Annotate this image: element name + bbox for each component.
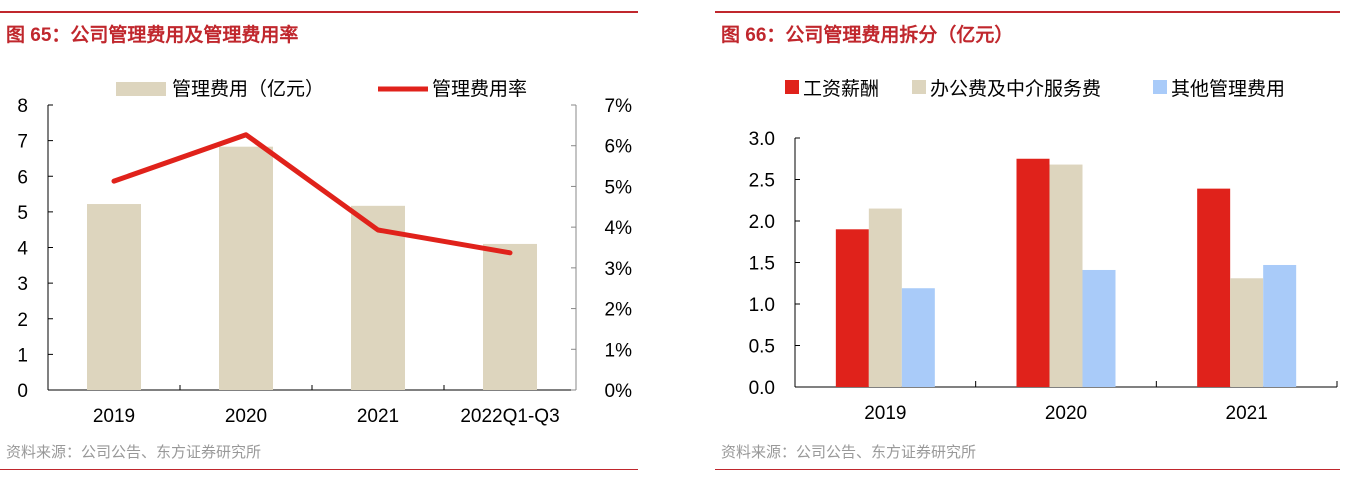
y-tick-label: 5 <box>17 203 28 224</box>
y2-tick-label: 5% <box>605 177 633 198</box>
legend-swatch-bar <box>116 82 166 96</box>
chart-panel-65: 图 65：公司管理费用及管理费用率 0 1 2 3 4 5 6 7 8 0% 1% 2% 3% 4% 5% 6… <box>0 0 638 483</box>
y-tick-label: 1.0 <box>749 295 775 316</box>
chart-66-svg: 0.0 0.5 1.0 1.5 2.0 2.5 3.0 2019 2020 2021 工资薪酬 办公费… <box>749 78 1338 424</box>
y2-tick-label: 1% <box>605 340 633 361</box>
divider-top <box>715 11 1340 13</box>
y-tick-label: 2.5 <box>749 171 775 192</box>
y2-tick-label: 4% <box>605 218 633 239</box>
bar-2020-2 <box>1082 269 1116 387</box>
y-tick-label: 7 <box>17 132 28 153</box>
source-note: 资料来源：公司公告、东方证券研究所 <box>721 444 977 461</box>
x-tick-label: 2020 <box>1045 403 1087 424</box>
y-tick-label: 8 <box>17 96 28 117</box>
x-tick-label: 2021 <box>357 406 399 427</box>
divider-bottom <box>715 469 1340 470</box>
chart-title: 图 66：公司管理费用拆分（亿元） <box>721 25 1014 46</box>
bar-2021-0 <box>1197 188 1231 387</box>
source-note: 资料来源：公司公告、东方证券研究所 <box>6 444 262 461</box>
x-tick-label: 2021 <box>1226 403 1268 424</box>
legend-label: 管理费用（亿元） <box>172 78 324 100</box>
bar-2019-2 <box>901 288 935 387</box>
x-tick-label: 2019 <box>864 403 906 424</box>
divider-top <box>0 11 638 13</box>
y2-tick-label: 6% <box>605 137 633 158</box>
y-tick-label: 2.0 <box>749 212 775 233</box>
bar-2019-1 <box>868 208 902 387</box>
y-tick-label: 1 <box>17 345 28 366</box>
bar-2022Q1-Q3 <box>483 243 537 390</box>
y-tick-label: 2 <box>17 310 28 331</box>
y2-tick-label: 7% <box>605 96 633 117</box>
y-tick-label: 3 <box>17 274 28 295</box>
y-tick-label: 4 <box>17 239 28 260</box>
line-rate <box>111 132 513 256</box>
legend-swatch <box>1153 80 1167 94</box>
chart-panel-66: 图 66：公司管理费用拆分（亿元） 0.0 0.5 1.0 1.5 2.0 2.5 3.0 2… <box>715 0 1340 483</box>
y-tick-label: 0.0 <box>749 378 775 399</box>
legend-swatch <box>785 80 799 94</box>
chart-65-svg: 0 1 2 3 4 5 6 7 8 0% 1% 2% 3% 4% 5% 6% 7% 2019 2020 2021 202… <box>17 78 633 427</box>
bar-2019-0 <box>835 229 869 387</box>
legend-label: 其他管理费用 <box>1171 78 1285 100</box>
x-tick-label: 2022Q1-Q3 <box>460 406 559 427</box>
x-tick-label: 2020 <box>225 406 267 427</box>
y-tick-label: 0 <box>17 381 28 402</box>
legend-label: 管理费用率 <box>432 78 527 100</box>
legend-label: 办公费及中介服务费 <box>930 78 1101 100</box>
bar-2021-2 <box>1263 264 1297 387</box>
y-tick-label: 3.0 <box>749 129 775 150</box>
bar-2020-1 <box>1049 164 1083 387</box>
y-tick-label: 6 <box>17 167 28 188</box>
y2-tick-label: 0% <box>605 381 633 402</box>
legend-swatch <box>912 80 926 94</box>
bar-2021-1 <box>1230 278 1264 387</box>
chart-title: 图 65：公司管理费用及管理费用率 <box>6 25 299 46</box>
bar-2020-0 <box>1016 158 1050 387</box>
x-tick-label: 2019 <box>93 406 135 427</box>
y-tick-label: 1.5 <box>749 254 775 275</box>
y2-tick-label: 2% <box>605 300 633 321</box>
bar-2019 <box>87 204 141 390</box>
divider-bottom <box>0 469 638 470</box>
y2-tick-label: 3% <box>605 259 633 280</box>
y-tick-label: 0.5 <box>749 337 775 358</box>
bar-2020 <box>219 146 273 390</box>
bar-2021 <box>351 205 405 390</box>
legend-label: 工资薪酬 <box>803 78 879 100</box>
